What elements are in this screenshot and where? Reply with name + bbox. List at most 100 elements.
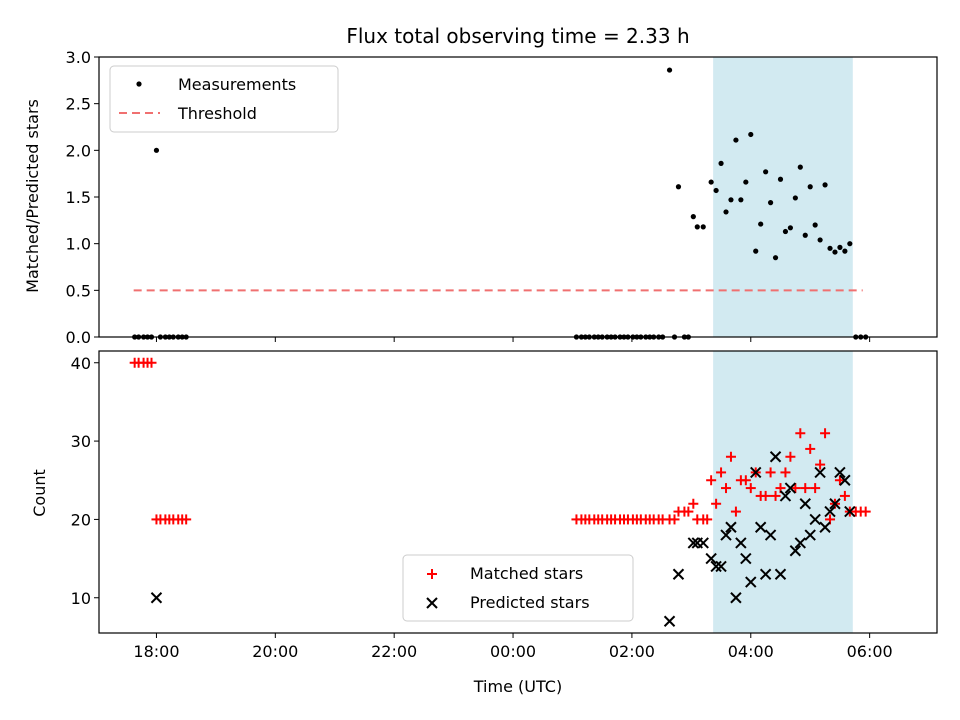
predicted-star-marker (720, 529, 732, 541)
predicted-star-marker (809, 513, 821, 526)
top-x-axis-ticks (155, 337, 871, 342)
measurement-point (847, 241, 853, 247)
matched-star-marker (790, 483, 801, 494)
top-y-tick-label: 0.0 (66, 328, 91, 347)
predicted-star-marker (750, 466, 762, 479)
measurement-point (842, 248, 848, 254)
predicted-star-marker (730, 592, 742, 604)
predicted-star-marker (150, 592, 163, 604)
matched-star-marker (765, 467, 776, 478)
matched-star-marker (181, 514, 192, 525)
predicted-star-marker (814, 466, 826, 479)
measurement-point (743, 179, 749, 185)
measurement-point (832, 249, 838, 255)
matched-star-marker (820, 428, 831, 439)
x-tick-label: 04:00 (728, 642, 774, 661)
measurement-point (675, 184, 682, 190)
measurement-point (827, 245, 833, 251)
observing-window-shade-bottom (713, 351, 853, 633)
matched-star-marker (721, 483, 732, 494)
top-y-axis-label: Matched/Predicted stars (23, 99, 42, 293)
legend-measurements-label: Measurements (178, 75, 296, 94)
predicted-star-marker (769, 451, 782, 463)
measurement-point (767, 200, 774, 206)
x-tick-label: 22:00 (371, 642, 417, 661)
matched-star-marker (716, 467, 727, 478)
measurement-point (837, 244, 843, 250)
measurement-point (763, 169, 769, 175)
predicted-star-marker (774, 568, 787, 580)
bottom-x-axis-ticks: 18:00 20:00 22:00 00:00 02:00 04:00 06:00 (133, 633, 893, 661)
predicted-star-marker (789, 545, 802, 557)
matched-star-marker (706, 475, 717, 486)
predicted-star-marker (779, 490, 792, 502)
predicted-star-marker (819, 521, 831, 533)
matched-star-marker (770, 490, 781, 501)
predicted-star-marker (844, 505, 856, 518)
measurement-point (738, 197, 744, 203)
top-panel: 0.0 0.5 1.0 1.5 2.0 2.5 3.0 Matched/Predicted … (23, 48, 938, 347)
bottom-y-tick-label: 30 (71, 432, 91, 451)
predicted-star-marker (710, 560, 722, 573)
measurement-point (817, 237, 823, 243)
measurement-point (153, 147, 160, 153)
measurement-point (733, 137, 739, 143)
x-tick-label: 18:00 (133, 642, 179, 661)
matched-star-marker (839, 490, 850, 501)
bottom-legend: Matched stars Predicted stars (402, 554, 634, 622)
predicted-star-marker (804, 529, 816, 541)
bottom-plot-frame (98, 350, 938, 634)
measurement-point (797, 164, 803, 170)
top-y-tick-label: 2.5 (66, 95, 91, 114)
bottom-y-axis-label: Count (30, 469, 49, 517)
legend-predicted-label: Predicted stars (470, 593, 590, 612)
top-legend: Measurements Threshold (109, 65, 339, 133)
x-axis-label: Time (UTC) (473, 677, 562, 696)
predicted-star-marker (672, 568, 685, 580)
predicted-star-marker (735, 537, 747, 549)
matched-star-marker (688, 498, 699, 509)
measurement-point (772, 255, 779, 261)
bottom-legend-box (402, 554, 634, 622)
predicted-star-marker (784, 482, 797, 494)
legend-predicted-marker (426, 597, 438, 609)
legend-matched-marker (427, 569, 437, 579)
predicted-star-marker (794, 537, 807, 549)
measurement-point (758, 221, 764, 227)
top-y-axis-ticks: 0.0 0.5 1.0 1.5 2.0 2.5 3.0 (66, 48, 99, 347)
predicted-star-marker (829, 498, 841, 510)
top-y-tick-label: 1.5 (66, 188, 91, 207)
x-tick-label: 20:00 (252, 642, 298, 661)
matched-star-marker (805, 443, 816, 454)
matched-star-marker (683, 506, 694, 517)
measurement-point (718, 160, 724, 166)
predicted-star-marker (663, 615, 676, 627)
measurement-point (713, 187, 719, 194)
predicted-star-marker (754, 521, 767, 533)
legend-measurements-marker (136, 81, 142, 87)
chart-title: Flux total observing time = 2.33 h (346, 24, 689, 48)
measurement-point (807, 184, 813, 190)
measurement-point (694, 224, 700, 230)
matched-stars-markers (129, 357, 871, 525)
matched-star-marker (860, 506, 871, 517)
predicted-star-marker (839, 474, 851, 486)
matched-star-marker (146, 357, 157, 368)
matched-star-marker (795, 428, 806, 439)
top-y-tick-label: 2.0 (66, 141, 91, 160)
predicted-stars-markers (150, 451, 856, 627)
legend-threshold-label: Threshold (177, 104, 257, 123)
predicted-star-marker (725, 521, 737, 533)
matched-star-marker (800, 483, 811, 494)
matched-star-marker (730, 506, 741, 517)
measurement-point (792, 195, 798, 201)
predicted-star-marker (799, 498, 811, 510)
matched-star-marker (702, 514, 713, 525)
measurement-point (787, 225, 793, 231)
matched-star-marker (780, 467, 791, 478)
predicted-star-marker (705, 552, 717, 565)
measurement-point (748, 131, 754, 138)
measurement-point (708, 179, 714, 185)
top-legend-box (109, 65, 339, 133)
